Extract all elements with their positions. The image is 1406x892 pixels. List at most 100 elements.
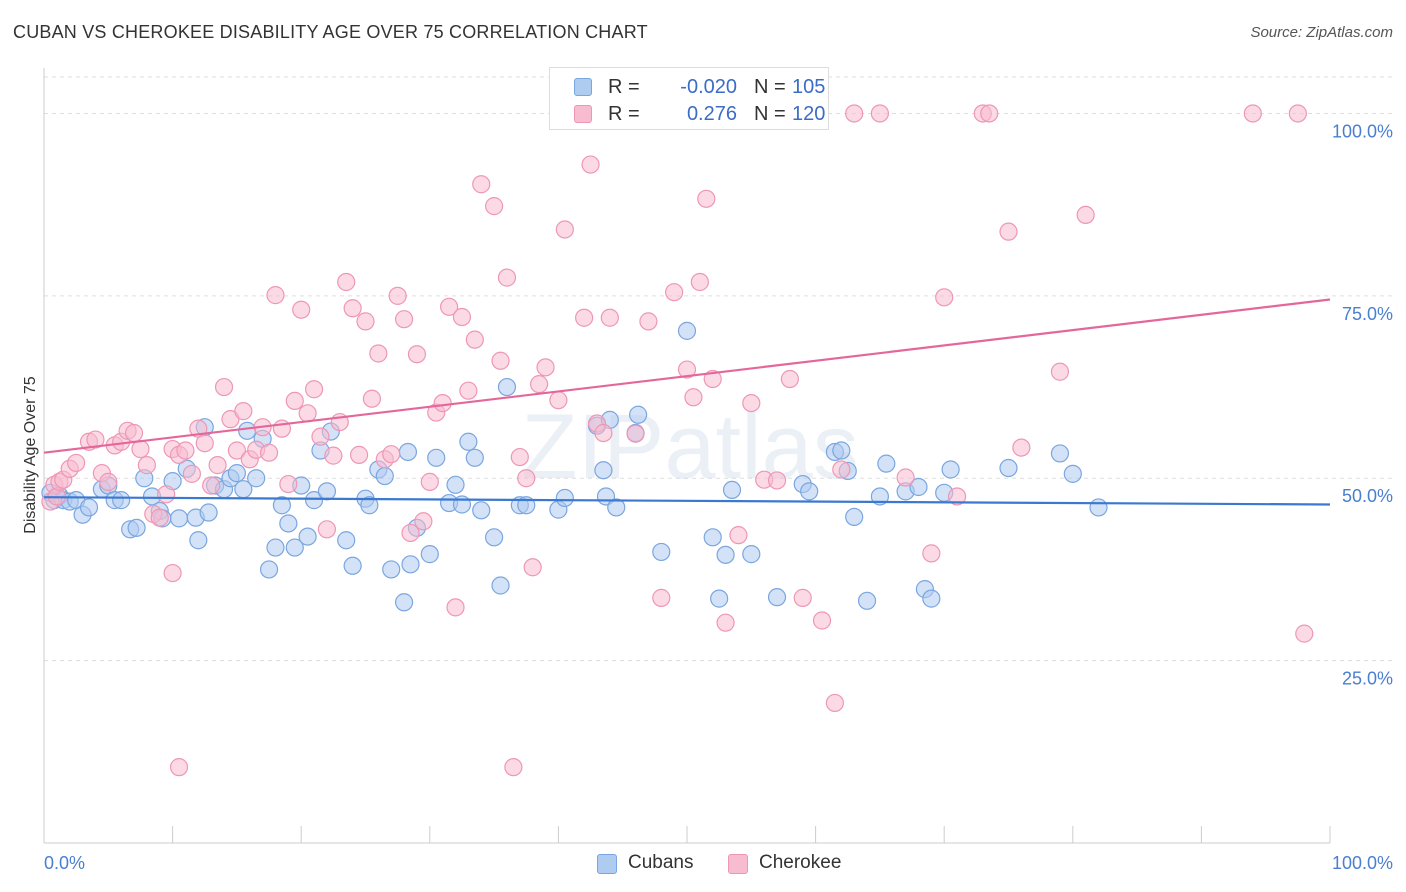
legend-n-label: N = — [754, 103, 786, 125]
cherokee-point — [485, 197, 504, 216]
cherokee-point — [137, 456, 156, 475]
cubans-point — [227, 464, 246, 483]
cherokee-point — [369, 344, 388, 363]
cubans-point — [1089, 498, 1108, 517]
cubans-point — [79, 498, 99, 517]
cherokee-point — [279, 474, 298, 494]
cubans-point — [1063, 464, 1082, 483]
chart-title: CUBAN VS CHEROKEE DISABILITY AGE OVER 75… — [13, 22, 648, 42]
cherokee-point — [935, 288, 954, 307]
cubans-point — [459, 432, 478, 451]
cubans-point — [259, 560, 279, 579]
cherokee-point — [311, 427, 330, 446]
cubans-point — [298, 527, 317, 546]
cherokee-point — [517, 469, 536, 488]
cherokee-point — [729, 526, 748, 545]
cubans-point — [472, 501, 491, 520]
y-tick-label: 50.0% — [1342, 486, 1393, 506]
cherokee-point — [690, 272, 709, 292]
cherokee-point — [491, 351, 510, 370]
legend-row-cherokee: R = 0.276 N = 120 — [574, 103, 825, 127]
cherokee-point — [124, 423, 144, 443]
cherokee-point — [439, 297, 459, 316]
cherokee-point — [176, 441, 195, 460]
cubans-point — [722, 480, 742, 500]
cubans-point — [398, 442, 418, 462]
source-label: Source: ZipAtlas.com — [1250, 24, 1393, 41]
legend-n-value: 105 — [792, 76, 826, 98]
cubans-point — [394, 593, 414, 612]
cherokee-point — [742, 393, 761, 413]
cherokee-point — [214, 377, 234, 397]
cherokee-point — [169, 758, 189, 777]
cherokee-point — [1288, 104, 1307, 123]
cherokee-point — [465, 330, 484, 349]
cherokee-point — [446, 598, 465, 617]
cubans-point — [710, 589, 729, 608]
cubans-point — [767, 588, 787, 607]
ticks-layer: 25.0% 50.0% 75.0% 100.0% 0.0% 100.0% — [44, 121, 1393, 873]
cherokee-point — [131, 439, 150, 459]
cherokee-point — [150, 508, 169, 527]
legend-box: R = -0.020 N = 105 R = 0.276 N = 120 — [549, 67, 829, 130]
cherokee-point — [832, 460, 851, 479]
cherokee-point — [285, 391, 304, 411]
cherokee-point — [234, 402, 253, 421]
cubans-point — [285, 538, 304, 557]
cherokee-point — [1243, 104, 1262, 123]
cubans-point — [465, 448, 484, 467]
cubans-point — [555, 488, 574, 508]
grid-layer — [44, 76, 1395, 662]
cherokee-point — [626, 424, 645, 443]
cherokee-point — [292, 300, 311, 319]
cherokee-point — [317, 520, 337, 539]
cherokee-point — [394, 310, 414, 329]
cherokee-point — [922, 544, 941, 563]
cherokee-point — [947, 487, 967, 506]
cherokee-point — [780, 369, 799, 389]
cubans-point — [832, 441, 851, 460]
legend-r-value: -0.020 — [680, 76, 737, 98]
cherokee-point — [227, 441, 246, 460]
cherokee-point — [896, 468, 915, 487]
y-axis-label: Disability Age Over 75 — [22, 376, 39, 534]
cherokee-point — [182, 464, 201, 483]
cubans-point — [677, 321, 697, 340]
cherokee-point — [414, 512, 433, 531]
cherokee-point — [536, 358, 555, 377]
cubans-point — [716, 545, 735, 564]
cubans-point — [845, 507, 864, 527]
bottom-legend-label: Cherokee — [759, 852, 842, 873]
y-tick-label: 75.0% — [1342, 304, 1393, 324]
cubans-point — [112, 491, 131, 510]
cherokee-point — [362, 389, 382, 408]
cubans-point — [317, 482, 337, 501]
cherokee-point — [388, 286, 407, 305]
y-tick-label: 25.0% — [1342, 669, 1393, 689]
cherokee-point — [697, 189, 716, 208]
cherokee-point — [459, 381, 478, 400]
cherokee-point — [980, 104, 999, 123]
cubans-point — [1050, 444, 1070, 463]
y-tick-label: 100.0% — [1332, 121, 1393, 141]
cherokee-point — [472, 175, 491, 194]
cubans-point — [629, 405, 648, 424]
cherokee-point — [497, 268, 517, 287]
cubans-point — [999, 458, 1018, 478]
axes-layer — [43, 68, 1331, 844]
cubans-point — [497, 377, 517, 397]
cherokee-point — [825, 693, 844, 713]
cherokee-point — [1076, 205, 1095, 224]
cherokee-point — [163, 563, 182, 583]
cherokee-point — [594, 423, 613, 443]
cherokee-point — [812, 611, 832, 630]
cherokee-point — [304, 380, 324, 399]
cherokee-point — [600, 308, 619, 327]
cherokee-point — [324, 446, 343, 465]
cubans-point — [401, 555, 420, 574]
cubans-point — [446, 475, 465, 494]
cherokee-point — [555, 220, 574, 239]
cherokee-point — [1012, 438, 1031, 457]
cherokee-point — [510, 447, 529, 467]
